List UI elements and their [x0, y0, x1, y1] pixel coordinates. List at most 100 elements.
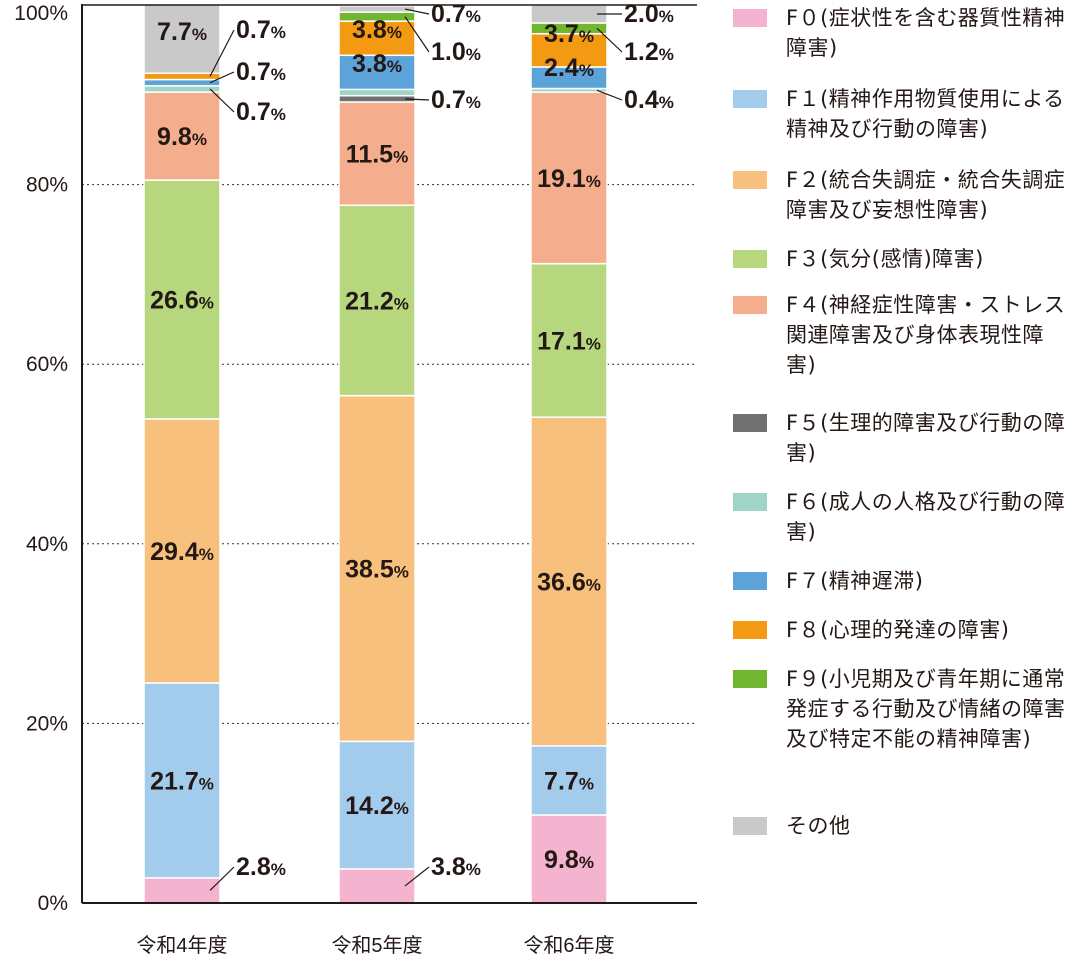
data-label-unit: % [579, 853, 594, 872]
data-label-unit: % [586, 172, 601, 191]
legend-swatch [733, 90, 767, 108]
leader-line [404, 98, 430, 101]
leader-line [404, 8, 430, 15]
data-label-unit: % [466, 45, 481, 64]
bar-segment [338, 20, 416, 57]
legend-label: F３(気分(感情)障害) [786, 247, 984, 271]
data-label-unit: % [192, 25, 207, 44]
x-tick-label: 令和5年度 [331, 934, 422, 957]
legend-swatch [733, 250, 767, 268]
data-label: 9.8% [157, 123, 207, 151]
data-label: 0.7% [236, 98, 286, 126]
bar-segment [338, 54, 416, 91]
data-label-unit: % [393, 148, 408, 167]
legend-swatch [733, 670, 767, 688]
legend-label: F１(精神作用物質使用による精神及び行動の障害) [786, 87, 1065, 141]
data-label: 0.7% [431, 0, 481, 28]
legend-label: F９(小児期及び青年期に通常発症する行動及び情緒の障害及び特定不能の精神障害) [786, 667, 1066, 751]
legend-swatch [733, 9, 767, 27]
bar-segment [338, 5, 416, 13]
data-label-unit: % [394, 562, 409, 581]
leader-line [209, 88, 235, 113]
data-label-unit: % [586, 576, 601, 595]
legend-label: F６(成人の人格及び行動の障害) [786, 490, 1066, 544]
data-label-unit: % [659, 7, 674, 26]
data-label: 7.7% [157, 18, 207, 46]
bar-segment [143, 91, 221, 181]
data-label-unit: % [579, 774, 594, 793]
data-label: 2.8% [236, 853, 286, 881]
data-label-unit: % [659, 45, 674, 64]
bar-segment [143, 85, 221, 93]
bar-segment [530, 91, 608, 265]
bar-segment [338, 204, 416, 397]
data-label: 2.0% [624, 0, 674, 28]
data-label-unit: % [271, 105, 286, 124]
y-tick-label: 20% [26, 712, 68, 735]
data-label: 17.1% [537, 327, 601, 355]
data-label-unit: % [199, 545, 214, 564]
bar-segment [530, 416, 608, 747]
data-label-unit: % [579, 61, 594, 80]
legend-label: F７(精神遅滞) [786, 569, 924, 593]
data-label-unit: % [387, 23, 402, 42]
leader-line [209, 866, 235, 891]
bar-segment [143, 78, 221, 87]
data-label: 0.7% [236, 16, 286, 44]
leader-line [404, 866, 430, 887]
bar-segment [530, 262, 608, 418]
bar-segment [143, 682, 221, 879]
legend-label: F０(症状性を含む器質性精神障害) [786, 6, 1066, 60]
bar-segment [143, 3, 221, 74]
data-label: 0.7% [236, 58, 286, 86]
leader-line [404, 16, 430, 53]
data-label-unit: % [271, 860, 286, 879]
bar-segment [143, 418, 221, 684]
y-tick-label: 40% [26, 533, 68, 556]
data-label-unit: % [579, 27, 594, 46]
data-label-unit: % [466, 860, 481, 879]
axes: 0% 20% 40% 60% 80% 100% 令和4年度 令和5年度 令和6年度 [14, 2, 697, 957]
data-label-unit: % [466, 7, 481, 26]
data-label-unit: % [659, 93, 674, 112]
bar-segment [338, 394, 416, 743]
data-label-unit: % [586, 334, 601, 353]
bar-segment [530, 814, 608, 904]
leader-line [209, 71, 235, 84]
data-labels: 2.8%21.7%29.4%26.6%9.8%0.7%0.7%0.7%7.7%3… [150, 0, 674, 881]
legend-label: F８(心理的発達の障害) [786, 618, 1010, 642]
data-label: 0.4% [624, 86, 674, 114]
label-leader-lines [209, 8, 623, 891]
legend-swatch [733, 572, 767, 590]
data-label-unit: % [394, 799, 409, 818]
bar-segment [338, 868, 416, 904]
data-label-unit: % [199, 294, 214, 313]
legend-swatch [733, 493, 767, 511]
legend-label: F２(統合失調症・統合失調症障害及び妄想性障害) [786, 168, 1066, 222]
y-tick-label: 100% [14, 2, 68, 25]
data-label-unit: % [466, 93, 481, 112]
legend-label: F５(生理的障害及び行動の障害) [786, 411, 1066, 465]
y-tick-label: 60% [26, 353, 68, 376]
leader-line [596, 89, 623, 101]
data-label-unit: % [394, 294, 409, 313]
y-tick-label: 0% [38, 892, 68, 915]
legend-swatch [733, 414, 767, 432]
bar-segment [338, 740, 416, 870]
legend-label: その他 [786, 814, 851, 838]
bar-segment [143, 72, 221, 81]
data-label: 1.2% [624, 38, 674, 66]
bar-segment [338, 94, 416, 103]
data-label-unit: % [192, 130, 207, 149]
bar-segment [338, 101, 416, 207]
data-label-unit: % [271, 65, 286, 84]
data-label: 1.0% [431, 38, 481, 66]
bar-segment [143, 877, 221, 904]
data-label-unit: % [199, 774, 214, 793]
legend-swatch [733, 817, 767, 835]
legend-swatch [733, 621, 767, 639]
y-tick-label: 80% [26, 174, 68, 197]
x-tick-label: 令和6年度 [523, 934, 614, 957]
x-tick-label: 令和4年度 [136, 934, 227, 957]
legend-swatch [733, 296, 767, 314]
